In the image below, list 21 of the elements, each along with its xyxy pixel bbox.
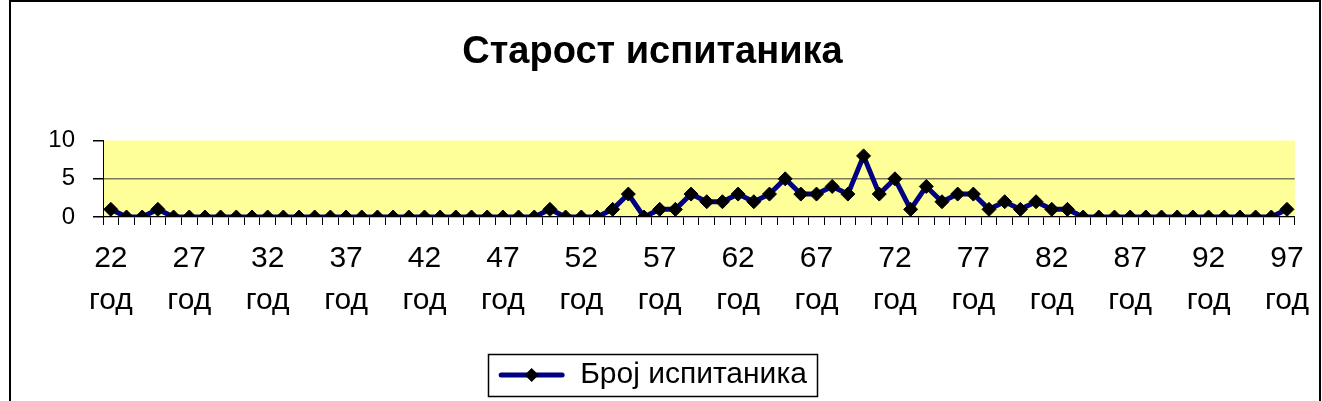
x-tick-label: 57 год [637, 240, 682, 316]
x-tick-label: 62 год [716, 240, 761, 316]
x-tick-label: 97 год [1265, 240, 1309, 316]
chart-title: Старост испитаника [462, 29, 844, 72]
y-tick-label: 0 [61, 201, 75, 229]
x-tick-label: 52 год [559, 240, 604, 316]
x-tick-label: 32 год [245, 240, 290, 316]
x-tick-label: 47 год [480, 240, 525, 316]
y-tick-label: 10 [48, 125, 75, 153]
legend-label: Број испитаника [580, 356, 808, 390]
x-tick-label: 27 год [167, 240, 212, 316]
y-tick-label: 5 [61, 163, 75, 191]
x-tick-label: 42 год [402, 240, 447, 316]
x-tick-label: 72 год [873, 240, 917, 316]
x-tick-label: 67 год [794, 240, 839, 316]
x-tick-label: 37 год [324, 240, 368, 316]
x-tick-label: 82 год [1029, 240, 1074, 316]
x-tick-label: 77 год [951, 240, 996, 316]
x-tick-label: 92 год [1186, 240, 1231, 316]
x-tick-label: 87 год [1108, 240, 1153, 316]
x-tick-label: 22 год [88, 240, 133, 316]
